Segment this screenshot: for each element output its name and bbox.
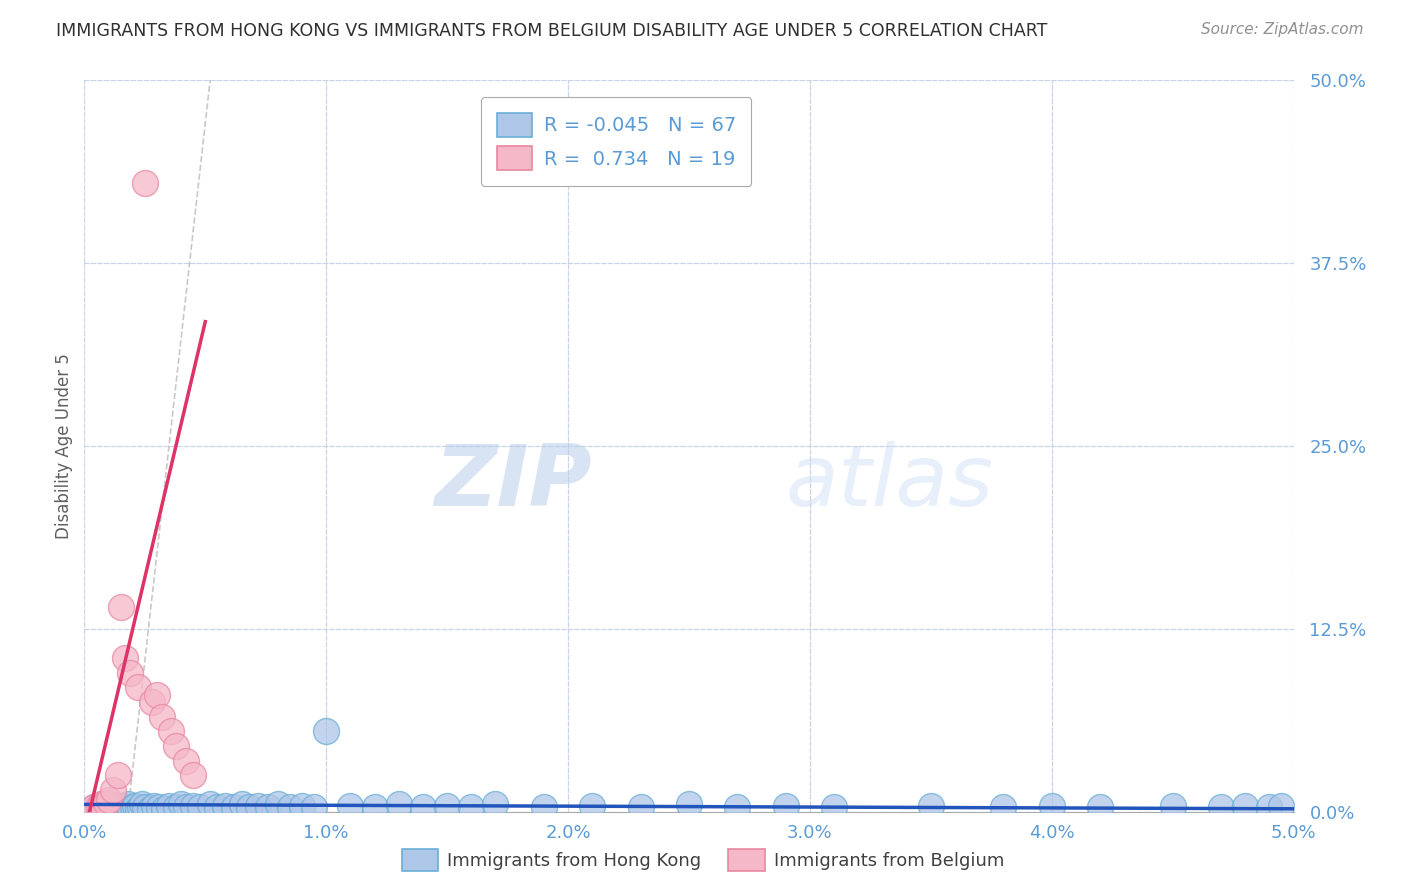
Point — [138, 802, 160, 816]
Point — [170, 797, 193, 812]
Point — [278, 800, 301, 814]
Point — [920, 798, 942, 813]
Point — [104, 798, 127, 813]
Point — [94, 796, 117, 810]
Point — [134, 800, 156, 814]
Point — [131, 797, 153, 812]
Point — [1270, 798, 1292, 813]
Point — [1234, 798, 1257, 813]
Point — [87, 798, 110, 813]
Point — [267, 797, 290, 812]
Point — [112, 798, 135, 813]
Point — [160, 724, 183, 739]
Point — [117, 797, 139, 812]
Point — [124, 798, 146, 813]
Point — [110, 599, 132, 614]
Point — [1258, 800, 1281, 814]
Point — [97, 793, 120, 807]
Point — [181, 768, 204, 782]
Point — [247, 798, 270, 813]
Point — [146, 688, 169, 702]
Point — [165, 800, 187, 814]
Point — [87, 802, 110, 816]
Point — [107, 768, 129, 782]
Point — [238, 800, 260, 814]
Point — [388, 797, 411, 812]
Point — [110, 802, 132, 816]
Point — [257, 800, 280, 814]
Point — [1209, 800, 1232, 814]
Point — [153, 802, 176, 816]
Point — [107, 800, 129, 814]
Point — [150, 709, 173, 723]
Point — [1161, 798, 1184, 813]
Point — [460, 800, 482, 814]
Point — [94, 800, 117, 814]
Point — [127, 802, 149, 816]
Text: Source: ZipAtlas.com: Source: ZipAtlas.com — [1201, 22, 1364, 37]
Point — [83, 800, 105, 814]
Point — [993, 800, 1015, 814]
Point — [174, 800, 197, 814]
Legend: R = -0.045   N = 67, R =  0.734   N = 19: R = -0.045 N = 67, R = 0.734 N = 19 — [481, 97, 751, 186]
Point — [181, 798, 204, 813]
Point — [93, 802, 115, 816]
Point — [190, 800, 212, 814]
Point — [775, 798, 797, 813]
Point — [581, 798, 603, 813]
Point — [224, 800, 246, 814]
Y-axis label: Disability Age Under 5: Disability Age Under 5 — [55, 353, 73, 539]
Point — [725, 800, 748, 814]
Point — [143, 798, 166, 813]
Point — [103, 782, 125, 797]
Point — [302, 800, 325, 814]
Point — [129, 800, 152, 814]
Point — [412, 800, 434, 814]
Point — [114, 800, 136, 814]
Point — [1040, 798, 1063, 813]
Point — [90, 798, 112, 813]
Point — [103, 802, 125, 816]
Point — [207, 800, 229, 814]
Point — [127, 681, 149, 695]
Point — [120, 665, 142, 680]
Point — [97, 797, 120, 812]
Text: ZIP: ZIP — [434, 441, 592, 524]
Text: IMMIGRANTS FROM HONG KONG VS IMMIGRANTS FROM BELGIUM DISABILITY AGE UNDER 5 CORR: IMMIGRANTS FROM HONG KONG VS IMMIGRANTS … — [56, 22, 1047, 40]
Point — [339, 798, 361, 813]
Point — [83, 800, 105, 814]
Point — [436, 798, 458, 813]
Point — [823, 800, 845, 814]
Point — [231, 797, 253, 812]
Point — [214, 798, 236, 813]
Point — [630, 800, 652, 814]
Point — [1088, 800, 1111, 814]
Legend: Immigrants from Hong Kong, Immigrants from Belgium: Immigrants from Hong Kong, Immigrants fr… — [395, 842, 1011, 879]
Point — [148, 800, 170, 814]
Point — [90, 797, 112, 812]
Point — [157, 798, 180, 813]
Point — [198, 797, 221, 812]
Point — [363, 800, 385, 814]
Point — [165, 739, 187, 753]
Point — [174, 754, 197, 768]
Text: atlas: atlas — [786, 441, 994, 524]
Point — [678, 797, 700, 812]
Point — [291, 798, 314, 813]
Point — [533, 800, 555, 814]
Point — [121, 800, 143, 814]
Point — [141, 695, 163, 709]
Point — [134, 176, 156, 190]
Point — [315, 724, 337, 739]
Point — [120, 802, 142, 816]
Point — [100, 800, 122, 814]
Point — [114, 651, 136, 665]
Point — [484, 797, 506, 812]
